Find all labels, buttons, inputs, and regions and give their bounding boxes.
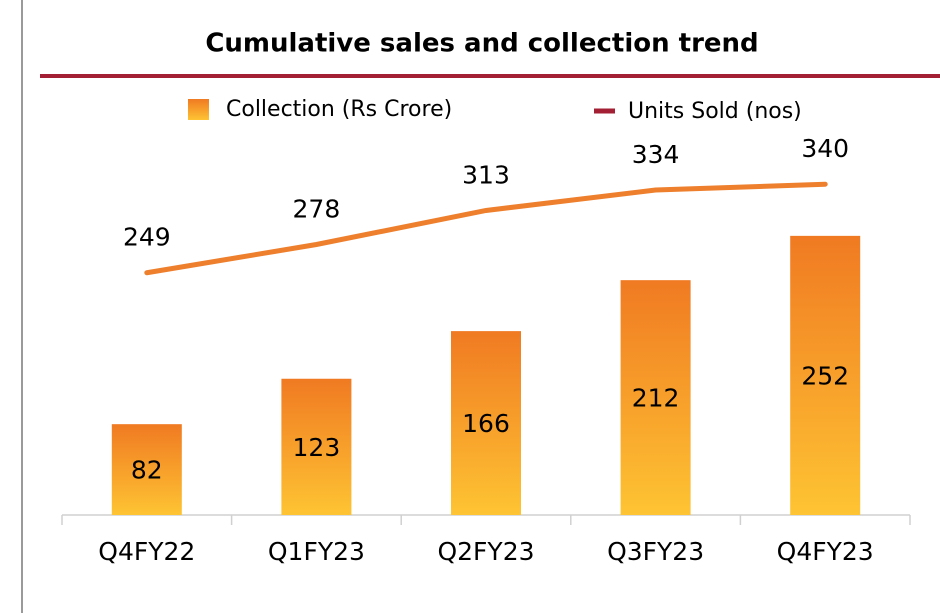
line [144, 181, 828, 276]
legend-label: Units Sold (nos) [628, 99, 802, 124]
x-tick-label: Q4FY23 [777, 537, 874, 566]
x-tick-label: Q4FY22 [98, 537, 195, 566]
line-value-label: 249 [123, 223, 171, 252]
bar-value-label: 212 [632, 384, 680, 413]
bar-value-label: 123 [293, 433, 341, 462]
x-tick-label: Q3FY23 [607, 537, 704, 566]
bar-value-label: 166 [462, 409, 510, 438]
chart-title: Cumulative sales and collection trend [205, 29, 758, 59]
legend-swatch [188, 99, 209, 120]
bar [790, 235, 861, 515]
bar [281, 378, 352, 515]
bar [620, 280, 691, 515]
x-tick-label: Q1FY23 [268, 537, 365, 566]
line-value-label: 278 [293, 195, 341, 224]
legend-label: Collection (Rs Crore) [226, 97, 452, 122]
bar-value-label: 252 [801, 361, 849, 390]
bar [451, 331, 521, 515]
bar [111, 424, 182, 515]
bar-value-label: 82 [131, 456, 163, 485]
line-value-label: 313 [462, 160, 510, 189]
line-value-label: 340 [801, 134, 849, 163]
line-value-label: 334 [632, 140, 680, 169]
x-tick-label: Q2FY23 [437, 537, 534, 566]
